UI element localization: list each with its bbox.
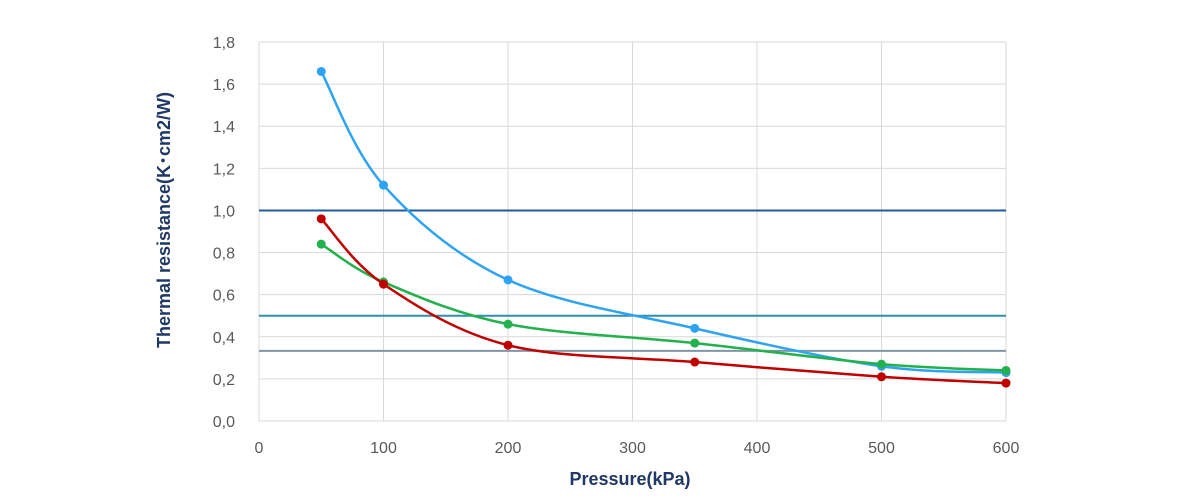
y-tick-label: 1,6 xyxy=(213,77,235,94)
series-group xyxy=(316,66,1011,388)
x-tick-label: 500 xyxy=(868,440,895,457)
series-3 xyxy=(316,214,1011,388)
y-tick-label: 0,8 xyxy=(213,246,235,263)
data-point xyxy=(503,275,513,285)
data-point xyxy=(1001,378,1011,388)
tick-labels: 0,0 0,2 0,4 0,6 0,8 1,0 1,2 1,4 1,6 1,8 0 100 200 300… xyxy=(213,35,1020,457)
y-tick-label: 1,2 xyxy=(213,161,235,178)
x-tick-label: 0 xyxy=(255,440,264,457)
data-point xyxy=(690,323,700,333)
data-point xyxy=(503,319,513,329)
data-point xyxy=(1001,365,1011,375)
data-point xyxy=(690,357,700,367)
data-point xyxy=(379,279,388,289)
x-tick-label: 400 xyxy=(744,440,771,457)
data-point xyxy=(316,66,326,76)
y-tick-label: 1,8 xyxy=(213,35,235,52)
series-line xyxy=(320,70,1007,374)
data-point xyxy=(690,338,700,348)
y-tick-label: 0,6 xyxy=(213,288,235,305)
x-tick-label: 600 xyxy=(993,440,1020,457)
series-line xyxy=(320,218,1007,385)
y-tick-label: 0,4 xyxy=(213,330,235,347)
y-tick-label: 0,0 xyxy=(213,414,235,431)
x-tick-label: 300 xyxy=(619,440,646,457)
x-axis-title: Pressure(kPa) xyxy=(569,469,690,489)
y-tick-label: 0,2 xyxy=(213,372,235,389)
y-tick-label: 1,4 xyxy=(213,119,235,136)
data-point xyxy=(877,372,886,382)
x-tick-label: 200 xyxy=(495,440,522,457)
data-point xyxy=(877,359,886,369)
data-point xyxy=(379,180,388,190)
series-1 xyxy=(316,66,1011,378)
data-point xyxy=(503,340,513,350)
y-axis-title: Thermal resistance(K･cm2/W) xyxy=(154,92,174,348)
data-point xyxy=(316,214,326,224)
x-tick-label: 100 xyxy=(370,440,397,457)
data-point xyxy=(316,239,326,249)
y-tick-label: 1,0 xyxy=(213,203,235,220)
